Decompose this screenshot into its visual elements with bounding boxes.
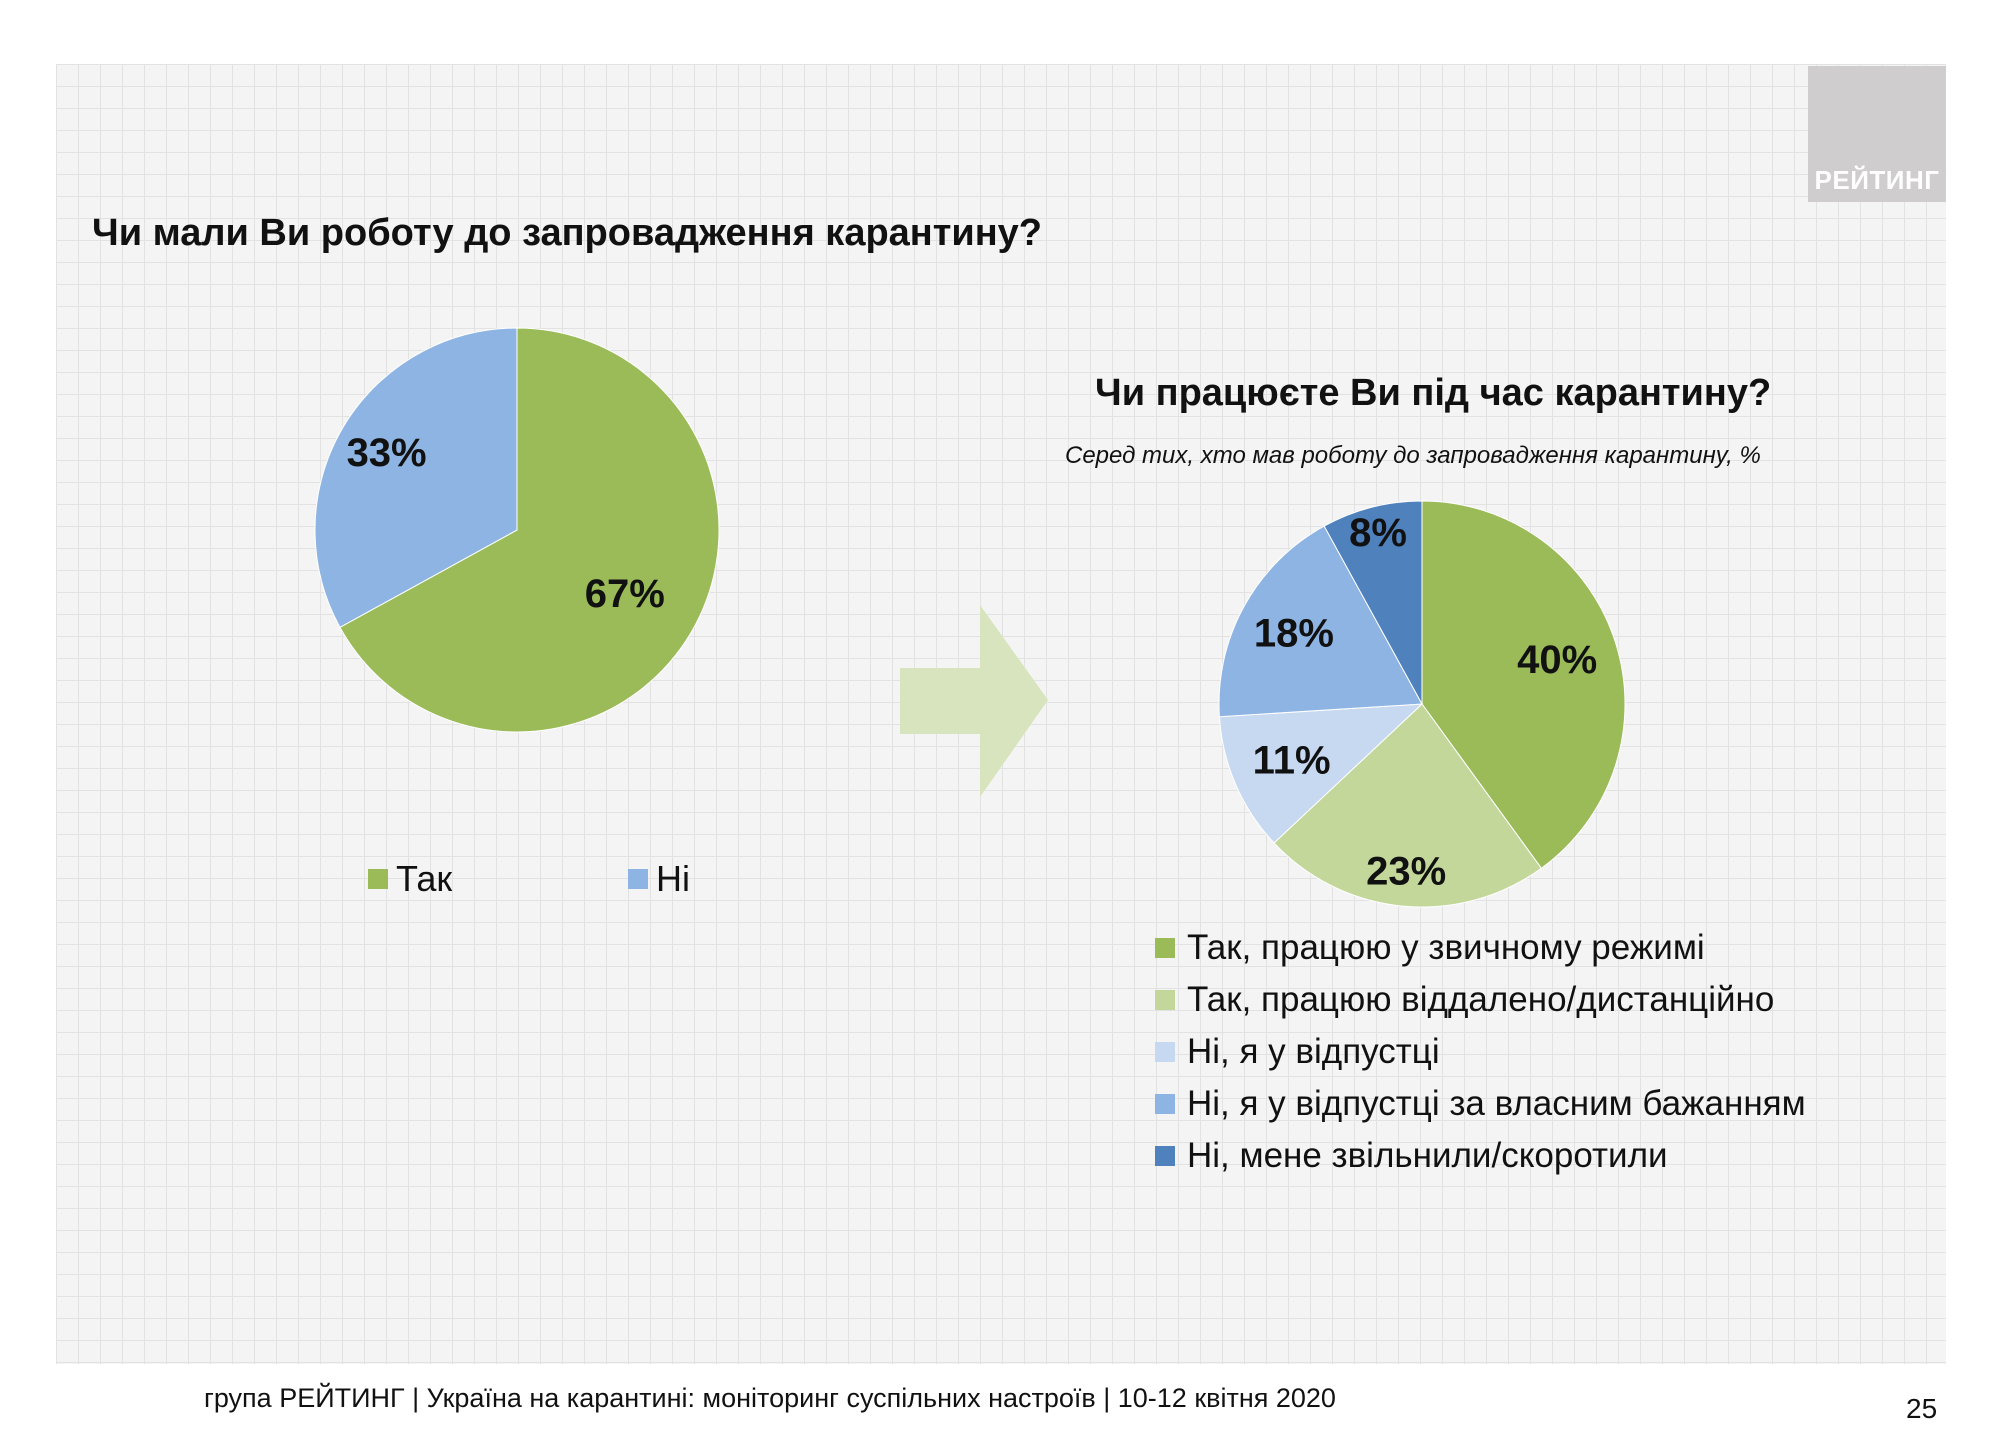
legend-item-working-normal: Так, працюю у звичному режимі bbox=[1155, 922, 1806, 974]
brand-logo-text: РЕЙТИНГ bbox=[1814, 165, 1940, 195]
pie-2-data-label: 8% bbox=[1349, 511, 1407, 555]
footer-text: група РЕЙТИНГ | Україна на карантині: мо… bbox=[204, 1383, 1336, 1413]
chart-1-title: Чи мали Ви роботу до запровадження каран… bbox=[92, 212, 1043, 254]
pie-1-slice bbox=[339, 327, 720, 733]
legend-label: Ні, я у відпустці за власним бажанням bbox=[1187, 1084, 1806, 1123]
legend-label: Так, працюю у звичному режимі bbox=[1187, 928, 1705, 967]
legend-label: Ні, я у відпустці bbox=[1187, 1032, 1440, 1071]
arrow-right-icon bbox=[900, 605, 1048, 797]
pie-2-slice bbox=[1323, 500, 1423, 705]
page-number: 25 bbox=[1906, 1393, 1938, 1424]
legend-swatch bbox=[368, 869, 388, 889]
chart-2-subtitle: Серед тих, хто мав роботу до запроваджен… bbox=[1065, 442, 1761, 469]
legend-swatch bbox=[1155, 990, 1175, 1010]
legend-label: Так bbox=[396, 858, 453, 899]
brand-logo: РЕЙТИНГ bbox=[1808, 66, 1946, 202]
legend-item-on-leave-voluntary: Ні, я у відпустці за власним бажанням bbox=[1155, 1078, 1806, 1130]
pie-chart-working-during-quarantine: 40% 23% 11% 18% 8% bbox=[1218, 500, 1626, 908]
legend-swatch bbox=[1155, 1146, 1175, 1166]
pie-2-slice bbox=[1218, 525, 1423, 718]
pie-2-slice bbox=[1273, 703, 1543, 908]
legend-label: Так, працюю віддалено/дистанційно bbox=[1187, 980, 1775, 1019]
pie-2-data-label: 18% bbox=[1254, 612, 1334, 656]
legend-item-ni: Ні bbox=[628, 858, 690, 900]
legend-label: Ні bbox=[656, 858, 690, 899]
chart-2-title: Чи працюєте Ви під час карантину? bbox=[1095, 372, 1772, 414]
pie-1-data-label: 33% bbox=[347, 431, 427, 475]
legend-item-tak: Так bbox=[368, 858, 452, 900]
legend-swatch bbox=[1155, 938, 1175, 958]
pie-2-slice bbox=[1218, 703, 1424, 844]
pie-chart-job-before-quarantine: 67% 33% bbox=[314, 327, 720, 733]
legend-swatch bbox=[1155, 1042, 1175, 1062]
pie-2-data-label: 40% bbox=[1517, 638, 1597, 682]
pie-2-slice bbox=[1421, 500, 1626, 869]
pie-1-slice bbox=[314, 327, 518, 628]
pie-2-data-label: 23% bbox=[1366, 850, 1446, 894]
pie-1-data-label: 67% bbox=[585, 572, 665, 616]
legend-label: Ні, мене звільнили/скоротили bbox=[1187, 1136, 1668, 1175]
legend-swatch bbox=[1155, 1094, 1175, 1114]
legend-item-on-leave: Ні, я у відпустці bbox=[1155, 1026, 1806, 1078]
pie-2-data-label: 11% bbox=[1253, 738, 1331, 782]
legend-swatch bbox=[628, 869, 648, 889]
legend-item-dismissed: Ні, мене звільнили/скоротили bbox=[1155, 1130, 1806, 1182]
chart-2-legend: Так, працюю у звичному режимі Так, працю… bbox=[1155, 922, 1806, 1182]
legend-item-working-remote: Так, працюю віддалено/дистанційно bbox=[1155, 974, 1806, 1026]
